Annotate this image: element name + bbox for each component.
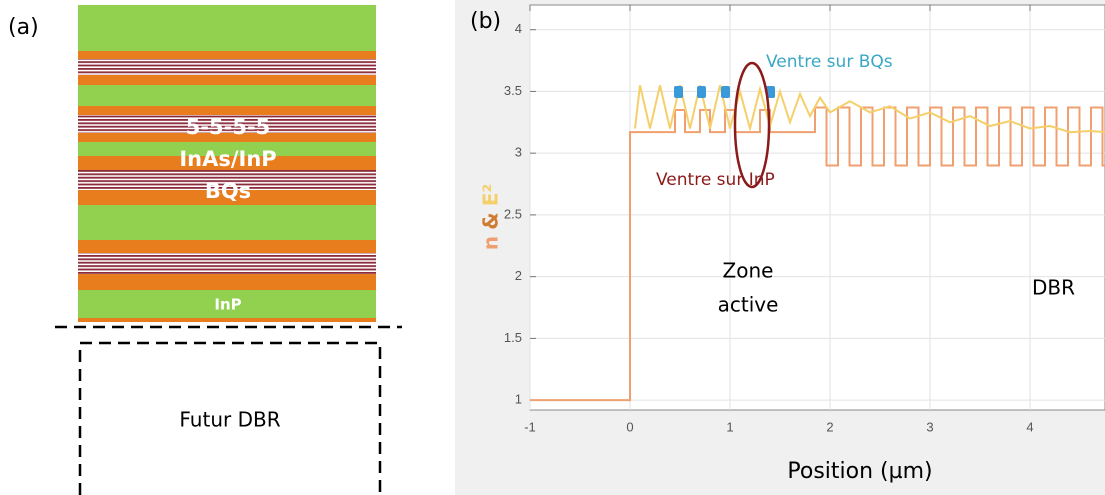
panel-label: (a) (8, 15, 39, 40)
y-tick-label: 2 (515, 268, 522, 283)
markers (674, 86, 775, 98)
annotation: active (718, 293, 779, 317)
y-axis-label: E² (479, 184, 503, 206)
quantum-dash-layers (78, 59, 376, 274)
series-line (634, 85, 1105, 134)
annotation: DBR (1032, 276, 1075, 300)
future-label: Futur DBR (179, 408, 280, 432)
panel-a: (a) 5-5-5-5 InAs/InP BQs InP Futur DBR (8, 5, 402, 495)
highlight-ellipse (733, 61, 771, 189)
plot: -1 0 1 2 3 4 1 1.5 2 2.5 3 3.5 4 (504, 5, 1105, 434)
series-line (530, 106, 1105, 402)
annotation: Ventre sur BQs (766, 52, 893, 72)
panel-label: (b) (470, 9, 501, 34)
x-tick-label: -1 (524, 419, 536, 434)
stack-label: 5-5-5-5 (186, 115, 271, 139)
x-tick-label: 2 (826, 419, 833, 434)
y-tick-label: 2.5 (504, 206, 522, 221)
annotation: Ventre sur InP (656, 170, 775, 190)
y-tick-label: 1.5 (504, 330, 522, 345)
y-tick-label: 1 (515, 392, 522, 407)
layer-label: InP (214, 296, 241, 314)
x-tick-label: 0 (626, 419, 633, 434)
barrier-layers (78, 51, 376, 322)
y-axis-label: & (479, 212, 503, 229)
x-axis-label: Position (µm) (787, 459, 932, 484)
y-tick-label: 3.5 (504, 83, 522, 98)
x-tick-label: 1 (726, 419, 733, 434)
stack-label: InAs/InP (179, 147, 276, 171)
dashed-box (78, 341, 382, 495)
plot-area (529, 4, 1105, 411)
y-axis-label: n (479, 236, 503, 250)
annotation: Zone (723, 259, 774, 283)
y-tick-label: 3 (515, 145, 522, 160)
y-tick-label: 4 (515, 21, 522, 36)
x-tick-label: 4 (1026, 419, 1033, 434)
stack-label: BQs (205, 179, 251, 203)
x-tick-label: 3 (926, 419, 933, 434)
